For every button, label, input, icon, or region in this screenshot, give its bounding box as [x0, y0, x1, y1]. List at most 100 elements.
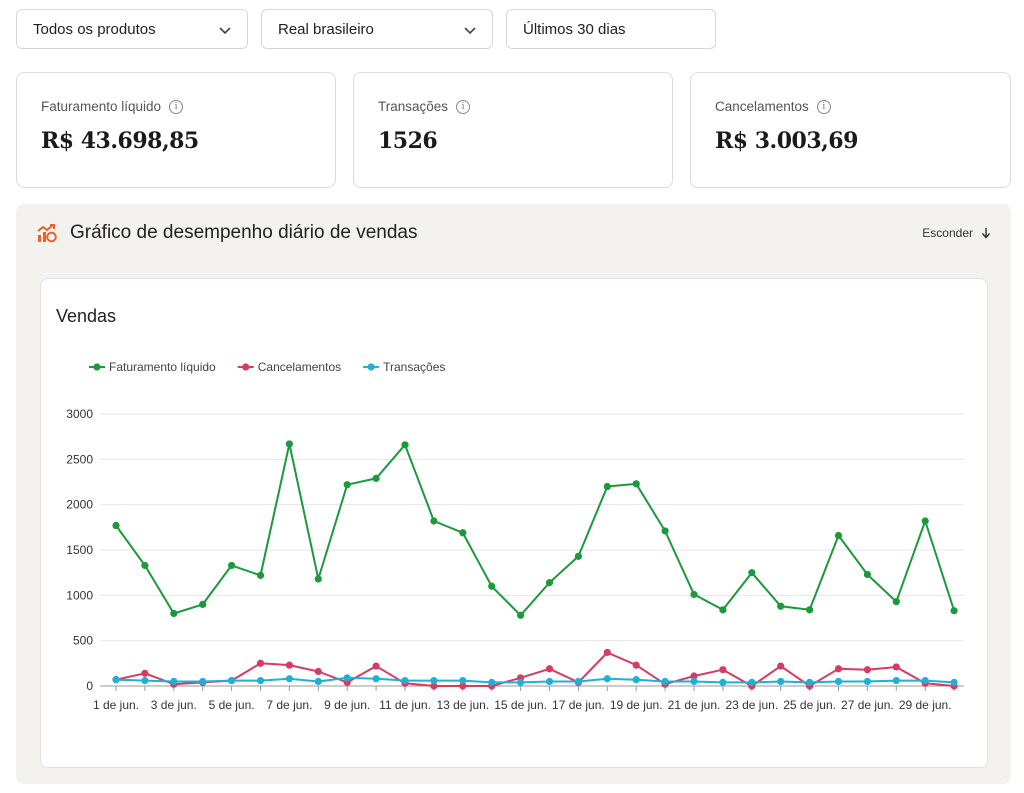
data-point — [401, 676, 409, 685]
hide-chart-button[interactable]: Esconder — [922, 226, 991, 240]
product-filter-value: Todos os produtos — [33, 20, 156, 38]
data-point — [632, 661, 640, 669]
data-point — [777, 662, 785, 670]
chevron-down-icon — [464, 27, 476, 35]
data-point — [892, 676, 900, 685]
data-point — [459, 529, 467, 537]
kpi-value: 1526 — [378, 128, 438, 154]
x-tick-label: 27 de jun. — [841, 698, 894, 712]
data-point — [603, 482, 611, 491]
x-tick-label: 7 de jun. — [266, 698, 312, 712]
sales-line-chart: 0 500 1000 1500 2000 2500 3000 1 de jun. 3 de ju… — [66, 360, 964, 712]
data-point — [545, 677, 554, 686]
data-point — [199, 677, 207, 686]
kpi-value: R$ 43.698,85 — [41, 128, 199, 154]
data-point — [690, 677, 698, 686]
x-tick-label: 15 de jun. — [494, 698, 547, 712]
data-point — [488, 582, 496, 590]
y-tick-label: 0 — [86, 679, 93, 693]
kpi-label: Faturamento líquido — [41, 99, 162, 114]
series-line-2 — [115, 676, 955, 684]
data-point — [170, 677, 178, 686]
data-point — [112, 521, 120, 530]
data-point — [950, 678, 958, 686]
y-tick-label: 1500 — [66, 543, 93, 557]
kpi-card-transactions: Transações i 1526 — [353, 72, 673, 188]
data-point — [459, 676, 467, 685]
data-point — [719, 606, 727, 614]
x-tick-label: 13 de jun. — [436, 698, 489, 712]
info-icon[interactable]: i — [456, 99, 471, 114]
y-tick-label: 3000 — [66, 407, 93, 421]
x-tick-label: 1 de jun. — [93, 698, 139, 712]
hide-label: Esconder — [922, 226, 973, 240]
legend-label: Transações — [383, 360, 445, 374]
data-point — [574, 677, 583, 686]
legend-label: Faturamento líquido — [109, 360, 216, 374]
currency-filter-value: Real brasileiro — [278, 20, 374, 38]
data-point — [488, 678, 496, 686]
legend-marker — [93, 363, 101, 371]
series-line-0 — [115, 442, 956, 617]
data-point — [921, 676, 929, 685]
x-tick-label: 17 de jun. — [552, 698, 605, 712]
data-point — [632, 480, 640, 488]
chart-title: Vendas — [56, 306, 117, 326]
data-point — [690, 590, 698, 599]
data-point — [199, 600, 207, 608]
x-tick-label: 11 de jun. — [379, 698, 431, 712]
data-point — [545, 579, 554, 587]
sales-performance-panel: Gráfico de desempenho diário de vendas E… — [16, 204, 1011, 784]
data-point — [285, 661, 293, 669]
data-point — [459, 682, 467, 690]
period-filter-value: Últimos 30 dias — [523, 20, 626, 38]
data-point — [343, 481, 351, 489]
data-point — [863, 677, 872, 686]
data-point — [603, 675, 611, 683]
data-point — [690, 672, 698, 680]
data-point — [545, 665, 554, 673]
y-tick-label: 2500 — [66, 452, 93, 466]
data-point — [950, 607, 958, 615]
data-point — [285, 675, 293, 683]
chart-trend-icon — [37, 224, 57, 243]
x-tick-label: 9 de jun. — [324, 698, 370, 712]
data-point — [719, 678, 727, 686]
data-point — [921, 517, 929, 525]
data-point — [256, 571, 265, 579]
x-tick-label: 3 de jun. — [151, 698, 197, 712]
data-point — [892, 663, 900, 671]
data-point — [314, 575, 322, 583]
data-point — [430, 676, 438, 685]
data-point — [141, 676, 149, 685]
x-tick-label: 19 de jun. — [610, 698, 663, 712]
data-point — [574, 552, 583, 560]
x-tick-label: 5 de jun. — [209, 698, 255, 712]
data-point — [141, 669, 149, 677]
data-point — [834, 677, 843, 686]
data-point — [285, 440, 293, 448]
kpi-label-row: Cancelamentos i — [715, 99, 986, 114]
data-point — [372, 675, 380, 683]
data-point — [863, 570, 872, 579]
data-point — [141, 561, 149, 570]
data-point — [863, 666, 872, 674]
product-filter-select[interactable]: Todos os produtos — [16, 9, 248, 49]
kpi-label: Transações — [378, 99, 449, 114]
panel-header: Gráfico de desempenho diário de vendas — [36, 222, 418, 244]
data-point — [748, 569, 756, 577]
data-point — [777, 677, 785, 686]
period-filter-button[interactable]: Últimos 30 dias — [506, 9, 716, 49]
data-point — [806, 606, 814, 614]
data-point — [372, 662, 380, 670]
currency-filter-select[interactable]: Real brasileiro — [261, 9, 493, 49]
kpi-label-row: Transações i — [378, 99, 648, 114]
info-icon[interactable]: i — [169, 99, 184, 114]
data-point — [256, 676, 265, 685]
kpi-value: R$ 3.003,69 — [715, 128, 858, 154]
data-point — [112, 676, 120, 684]
info-icon[interactable]: i — [816, 99, 831, 114]
legend-marker — [367, 363, 375, 371]
data-point — [430, 682, 438, 690]
data-point — [170, 609, 178, 618]
